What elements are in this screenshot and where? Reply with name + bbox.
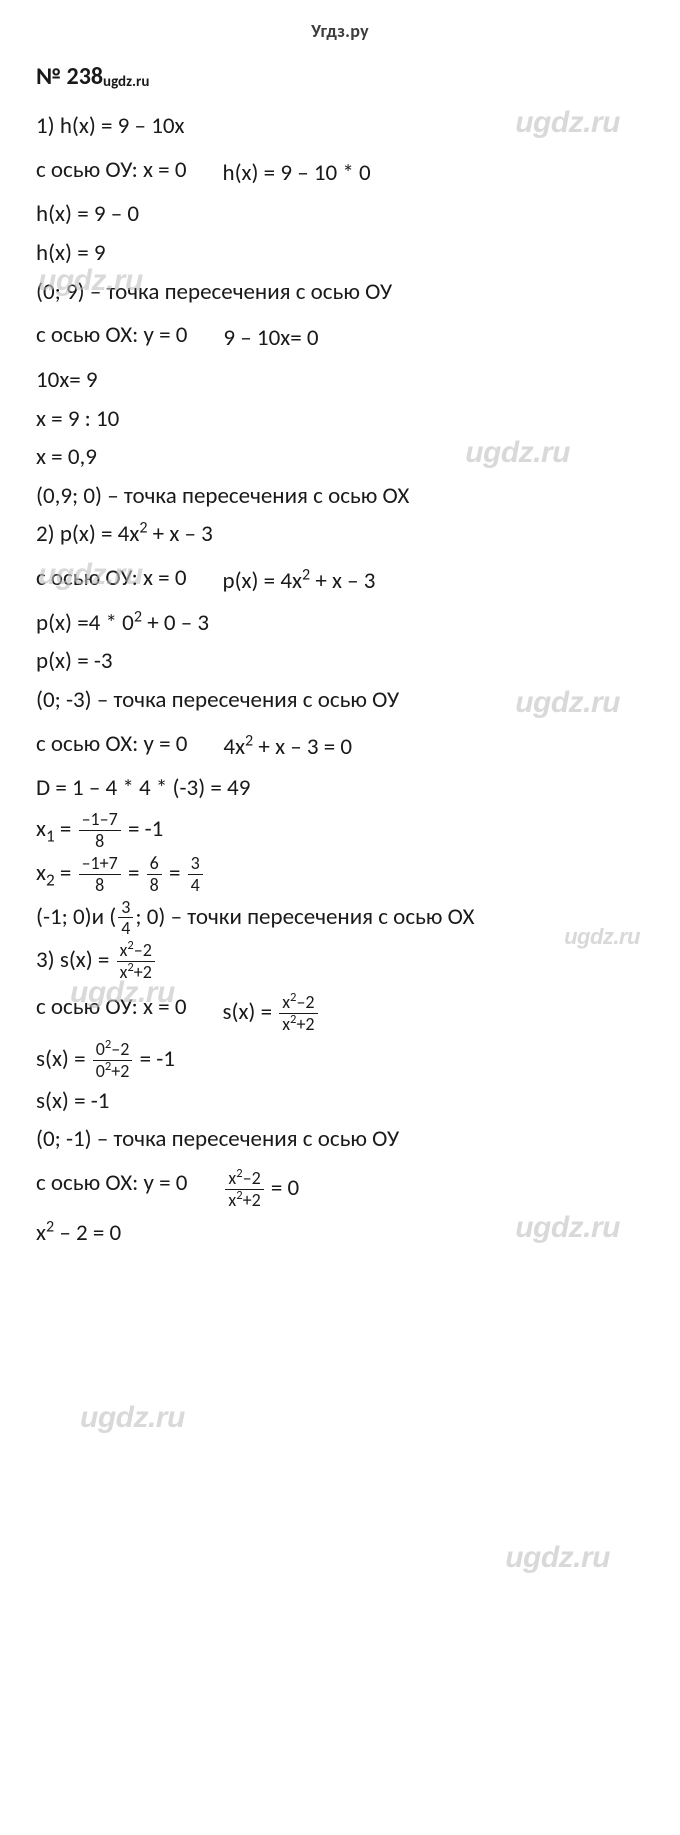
problem-number: № 238ugdz.ru bbox=[36, 58, 644, 95]
p3-ox-left: с осью ОХ: у = 0 bbox=[36, 1166, 187, 1202]
p2-x2-den2: 8 bbox=[147, 875, 162, 895]
p2-ox-D: D = 1 – 4 * 4 * (-3) = 49 bbox=[36, 771, 644, 807]
p3-ox-r2-pre: x bbox=[36, 1219, 46, 1247]
p3-oy-pt: (0; -1) – точка пересечения с осью ОУ bbox=[36, 1122, 644, 1158]
p2-fn: 2) p(x) = 4x2 + x – 3 bbox=[36, 517, 644, 553]
p1-oy-r2: h(x) = 9 – 0 bbox=[36, 197, 644, 233]
p3-s2-den-b: +2 bbox=[111, 1060, 129, 1082]
p2-oy-r1-pre: p(x) = 4x bbox=[222, 567, 301, 595]
p3-s2-lab: s(x) = bbox=[36, 1045, 91, 1073]
p2-pts: (-1; 0)и (34; 0) – точки пересечения с о… bbox=[36, 898, 644, 939]
p2-oy-r1: p(x) = 4x2 + x – 3 bbox=[222, 564, 644, 600]
p2-fn-post: + x – 3 bbox=[147, 520, 212, 548]
p2-ox-r1-pre: 4x bbox=[223, 733, 245, 761]
p3-ox-r1: x2–2 x2+2 = 0 bbox=[223, 1169, 644, 1210]
p2-x2-num2: 6 bbox=[147, 854, 162, 875]
p3-fn-lab: 3) s(x) = bbox=[36, 946, 115, 974]
watermark-icon: ugdz.ru bbox=[80, 1395, 185, 1442]
p3-fn-den-post: +2 bbox=[134, 961, 152, 983]
p1-oy-pt: (0; 9) – точка пересечения с осью ОУ bbox=[36, 275, 644, 311]
p2-oy-r1-post: + x – 3 bbox=[310, 567, 375, 595]
p2-x2-sub: 2 bbox=[46, 869, 55, 890]
p2-x2-eq: = bbox=[55, 859, 77, 887]
p2-x1: x1 = –1–78 = -1 bbox=[36, 810, 644, 851]
p3-ox-num-b: –2 bbox=[243, 1167, 261, 1189]
p1-fn: 1) h(x) = 9 – 10x bbox=[36, 109, 644, 145]
p2-fn-pre: 2) p(x) = 4x bbox=[36, 520, 139, 548]
p2-pts-a: (-1; 0)и ( bbox=[36, 902, 116, 930]
p2-oy-pt: (0; -3) – точка пересечения с осью ОУ bbox=[36, 683, 644, 719]
p2-x1-den: 8 bbox=[79, 831, 121, 851]
p3-s2-num-b: –2 bbox=[111, 1038, 129, 1060]
p2-x2-mid: = bbox=[128, 859, 145, 887]
p2-pts-num: 3 bbox=[118, 898, 133, 919]
p2-oy-r2-pre: p(x) =4 * 0 bbox=[36, 609, 134, 637]
p1-ox-pt: (0,9; 0) – точка пересечения с осью ОХ bbox=[36, 479, 644, 515]
p2-x2-lab: x bbox=[36, 859, 46, 887]
p1-oy-r1: h(x) = 9 – 10 * 0 bbox=[222, 156, 644, 192]
p1-oy-left: с осью ОУ: x = 0 bbox=[36, 153, 186, 189]
p1-ox-r3: x = 9 : 10 bbox=[36, 402, 644, 438]
p2-x2-num: –1+7 bbox=[79, 854, 121, 875]
p1-ox-r2: 10x= 9 bbox=[36, 363, 644, 399]
p3-s1-num-post: –2 bbox=[296, 991, 314, 1013]
problem-sub: ugdz.ru bbox=[103, 73, 149, 91]
site-header: Угдз.ру bbox=[36, 18, 644, 46]
p3-fn: 3) s(x) = x2–2 x2+2 bbox=[36, 941, 644, 982]
p3-s1-den-post: +2 bbox=[296, 1013, 314, 1035]
p1-ox-r4: x = 0,9 bbox=[36, 440, 644, 476]
p2-x1-lab: x bbox=[36, 815, 46, 843]
p3-s2: s(x) = 02–2 02+2 = -1 bbox=[36, 1040, 644, 1081]
p3-s1-lab: s(x) = bbox=[222, 998, 277, 1026]
p3-s1: s(x) = x2–2 x2+2 bbox=[222, 993, 644, 1034]
p3-s3: s(x) = -1 bbox=[36, 1084, 644, 1120]
p3-ox-den-b: +2 bbox=[243, 1189, 261, 1211]
p2-oy-r2-post: + 0 – 3 bbox=[142, 609, 209, 637]
p1-ox-r1: 9 – 10x= 0 bbox=[223, 321, 644, 357]
p3-s2-den-a: 0 bbox=[96, 1060, 105, 1082]
p3-fn-num-post: –2 bbox=[134, 939, 152, 961]
p1-ox-left: с осью ОХ: у = 0 bbox=[36, 318, 187, 354]
watermark-icon: ugdz.ru bbox=[505, 1535, 610, 1582]
p3-ox-r2-post: – 2 = 0 bbox=[54, 1219, 121, 1247]
p2-x1-eq: = bbox=[55, 815, 72, 843]
problem-label: № 238 bbox=[36, 62, 103, 91]
p3-ox-r2: x2 – 2 = 0 bbox=[36, 1216, 644, 1252]
p3-s2-tail: = -1 bbox=[140, 1045, 175, 1073]
p3-s1-num: x bbox=[282, 991, 290, 1013]
p2-ox-left: с осью ОХ: у = 0 bbox=[36, 727, 187, 763]
p2-oy-left: с осью ОУ: x = 0 bbox=[36, 561, 186, 597]
p1-oy-r3: h(x) = 9 bbox=[36, 236, 644, 272]
p3-s1-den: x bbox=[282, 1013, 290, 1035]
p2-pts-den: 4 bbox=[118, 918, 133, 938]
p2-x2-num3: 3 bbox=[188, 854, 203, 875]
p3-oy-left: с осью ОУ: x = 0 bbox=[36, 990, 186, 1026]
p3-ox-tail: = 0 bbox=[271, 1174, 299, 1202]
p2-x2-mid2: = bbox=[169, 859, 186, 887]
p2-x1-sub: 1 bbox=[46, 825, 55, 846]
p3-s2-num-a: 0 bbox=[96, 1038, 105, 1060]
p2-x1-tail: = -1 bbox=[128, 815, 163, 843]
p2-x2: x2 = –1+78 = 68 = 34 bbox=[36, 854, 644, 895]
p2-ox-r1: 4x2 + x – 3 = 0 bbox=[223, 730, 644, 766]
p2-x2-den: 8 bbox=[79, 875, 121, 895]
p2-oy-r3: p(x) = -3 bbox=[36, 644, 644, 680]
p2-x2-den3: 4 bbox=[188, 875, 203, 895]
p2-ox-r1-post: + x – 3 = 0 bbox=[253, 733, 352, 761]
p2-oy-r2: p(x) =4 * 02 + 0 – 3 bbox=[36, 606, 644, 642]
p2-x1-num: –1–7 bbox=[79, 810, 121, 831]
p2-pts-b: ; 0) – точки пересечения с осью ОХ bbox=[135, 902, 474, 930]
